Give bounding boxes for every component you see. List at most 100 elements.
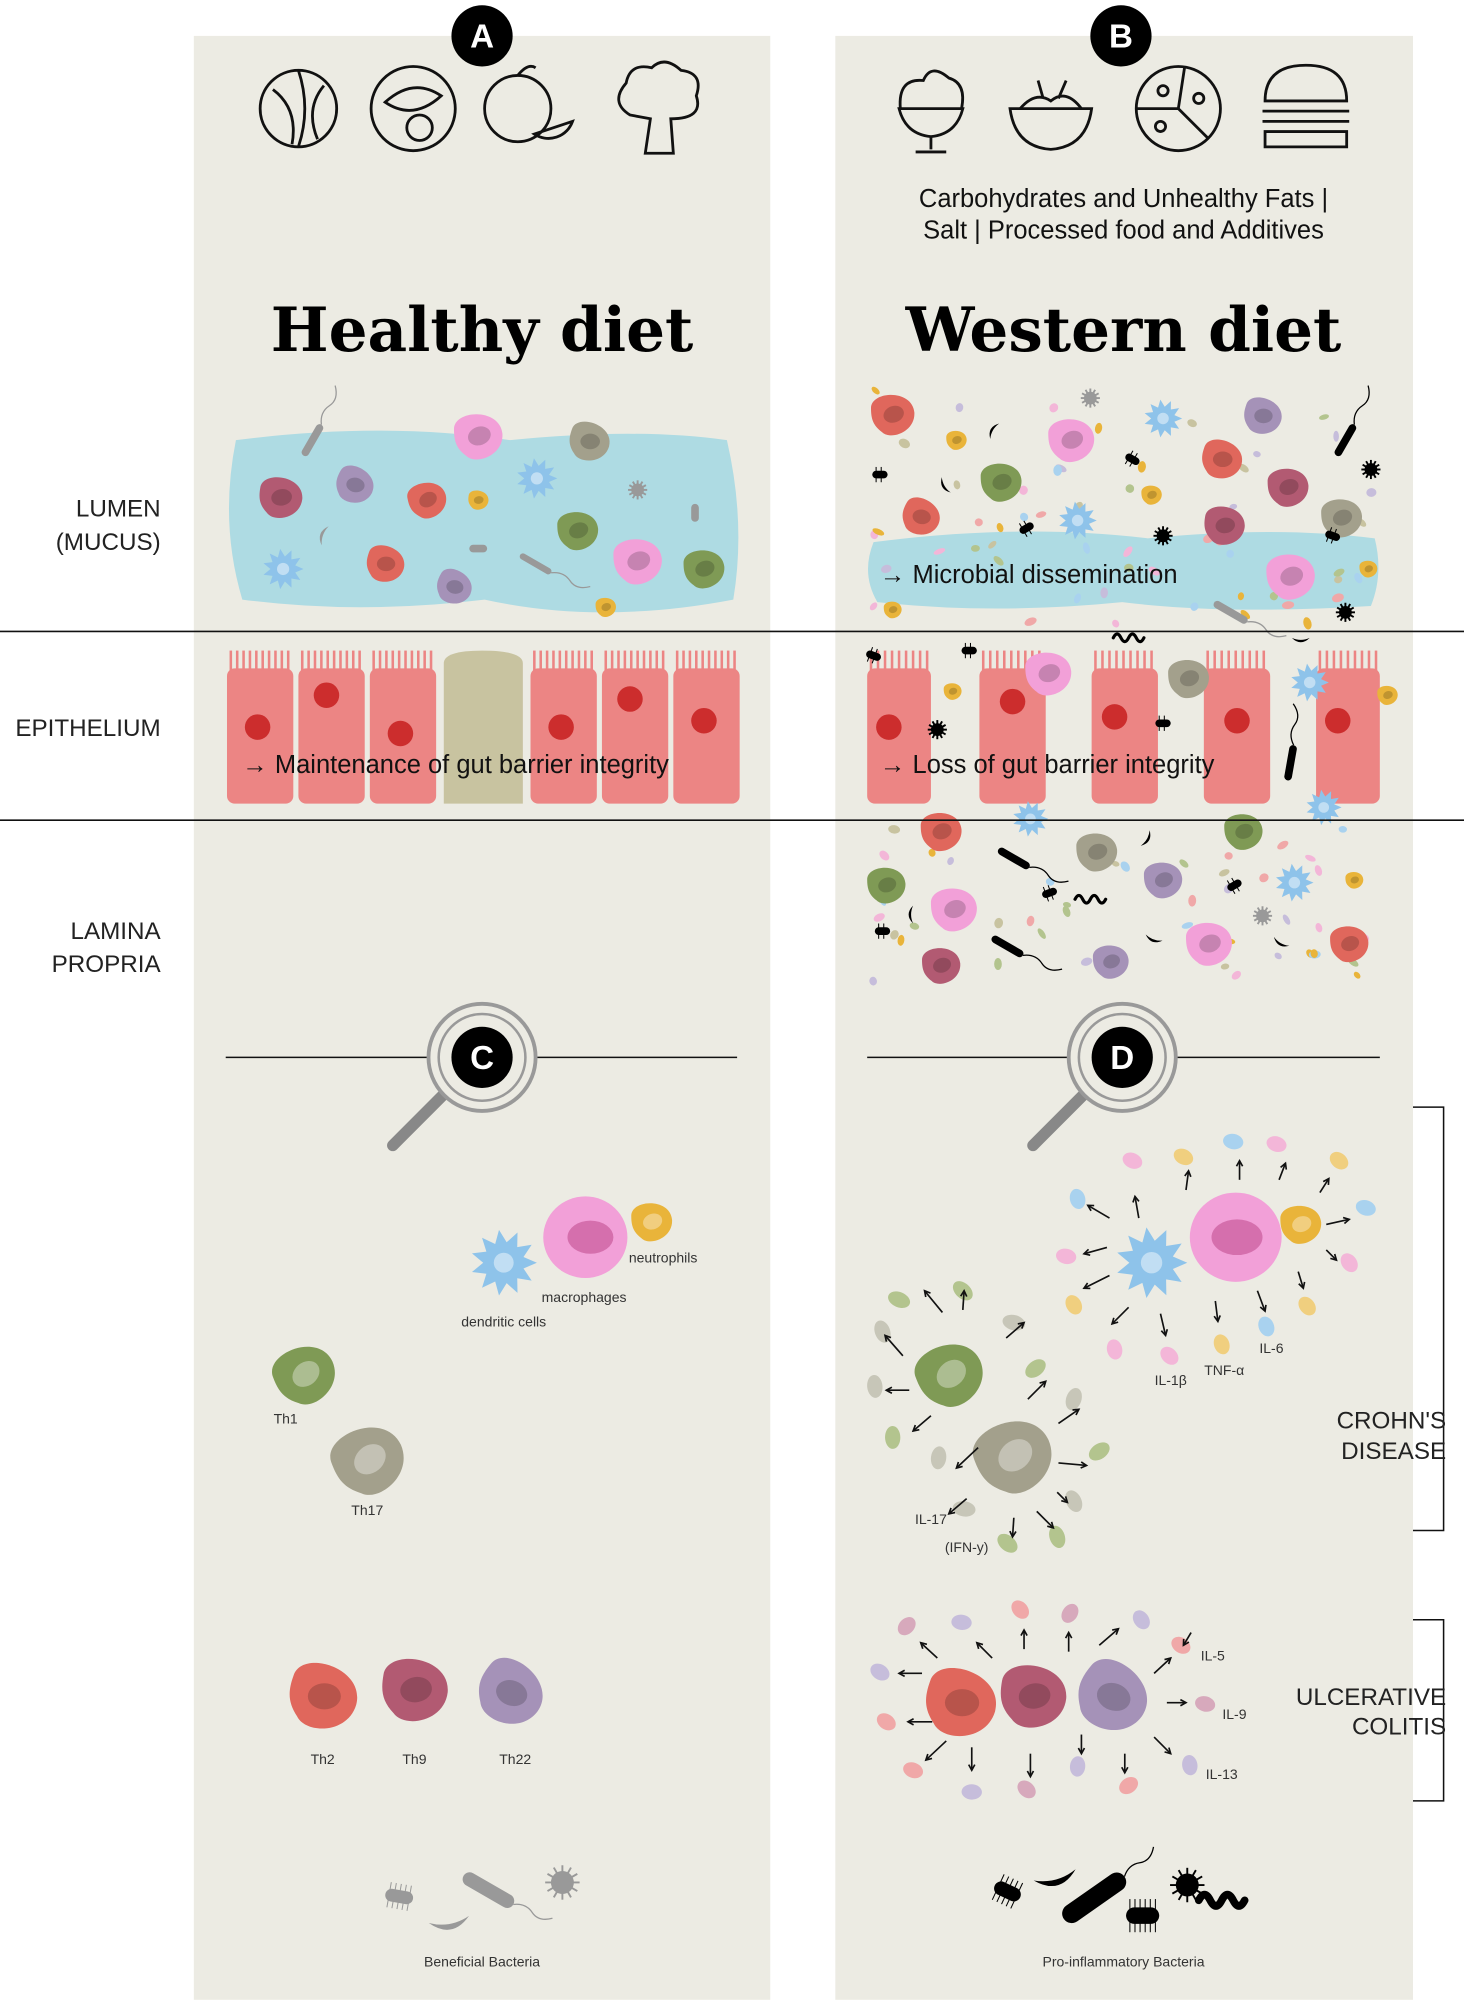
microvillus [714, 650, 717, 671]
virus-body [1083, 391, 1097, 405]
lumen-label: LUMEN [76, 496, 161, 523]
arrow [1087, 1204, 1110, 1219]
plate [369, 65, 457, 153]
cell-nucleus [1038, 664, 1061, 683]
cytokine [1226, 549, 1235, 558]
microvillus [1360, 650, 1364, 671]
microvillus [1094, 650, 1097, 671]
virus-icon [545, 1865, 580, 1900]
lumen-cell [1141, 485, 1162, 505]
cytokine [996, 523, 1004, 533]
cell-nucleus [695, 560, 715, 577]
ciliated-bacterium-icon [1019, 520, 1034, 537]
ciliated-bacterium-icon [1126, 1899, 1160, 1933]
cell-nucleus [292, 1360, 320, 1387]
western-immune-cells [867, 1133, 1376, 1933]
cytokine [1065, 1388, 1082, 1411]
dissemination-note: → Microbial dissemination [880, 561, 1178, 589]
bacterium-body [994, 1881, 1021, 1902]
label-il5: IL-5 [1201, 1648, 1225, 1664]
epithelial-cell [226, 650, 294, 804]
arrow-head [906, 1718, 914, 1726]
microvillus [890, 650, 894, 671]
bacterium-body [1334, 424, 1357, 457]
cell-nucleus [1324, 707, 1351, 734]
label-th2: Th2 [311, 1751, 335, 1767]
arrow-head [1086, 1204, 1095, 1212]
cytokine [1266, 1136, 1287, 1153]
arrow-head [1322, 1177, 1330, 1185]
microvillus [590, 650, 593, 671]
cytokine [1218, 869, 1230, 877]
cytokine [961, 1784, 982, 1800]
microvillus [733, 650, 736, 671]
bacterium-body [1042, 887, 1057, 899]
arrow [1083, 1274, 1110, 1289]
th1-cell [914, 1344, 983, 1407]
bacterium-icon [1334, 385, 1370, 457]
arrow [961, 1290, 965, 1310]
bacterium-body [961, 646, 977, 655]
fish-plate-icon [369, 65, 457, 153]
flagellum [320, 385, 337, 425]
microvillus [682, 650, 685, 671]
magnifier-icon [387, 1088, 450, 1152]
label-th17: Th17 [351, 1502, 383, 1518]
ciliated-bacterium-icon [1155, 715, 1171, 731]
cell-nucleus [548, 714, 574, 740]
virus-icon [1170, 1867, 1205, 1903]
cytokine [1122, 1152, 1143, 1169]
microvillus [726, 650, 730, 671]
cell-nucleus [878, 877, 897, 893]
microvillus [558, 650, 562, 671]
microvillus [385, 650, 388, 671]
cytokine [1069, 1188, 1086, 1210]
cell-nucleus [271, 489, 292, 506]
cell [1377, 685, 1398, 705]
cytokine [1024, 617, 1037, 626]
arrow-head [1213, 1315, 1221, 1324]
bacterium-body [462, 1872, 515, 1908]
microvillus [1325, 650, 1329, 671]
virus-body [1175, 1873, 1199, 1897]
cytokine [1353, 971, 1361, 979]
badge-b-label: B [1109, 18, 1133, 55]
cytokine [1055, 1248, 1077, 1265]
microvillus [313, 650, 317, 671]
cytokine [1011, 1600, 1030, 1619]
cabbage-icon [258, 68, 339, 149]
bacterium-body [469, 544, 488, 553]
lumen-cell [1244, 397, 1282, 434]
dendritic-cell [1013, 801, 1049, 837]
cytokine [1281, 601, 1295, 610]
arrow [925, 1740, 947, 1761]
cytokine [1132, 1610, 1150, 1630]
cytokine [928, 848, 936, 857]
arrow-head [955, 1461, 963, 1470]
microvillus [1367, 650, 1371, 671]
arrow-head [1039, 1380, 1047, 1388]
arrow-head [1164, 1656, 1172, 1665]
cytokine [970, 544, 980, 552]
cytokine [881, 564, 892, 574]
lamina-label: LAMINA [71, 918, 162, 945]
lamina-cell [867, 867, 906, 904]
cell-nucleus [936, 1359, 966, 1388]
microvillus [286, 650, 290, 671]
cell-nucleus [567, 1220, 614, 1254]
bacterium-body [991, 935, 1024, 958]
lumen-cell [569, 421, 610, 461]
lumen-cell [595, 597, 616, 617]
vibrio-bacterium-icon [941, 477, 951, 493]
arrow [1036, 1510, 1054, 1529]
arrow [1159, 1313, 1167, 1336]
cell-nucleus [952, 435, 962, 444]
arrow-head [1061, 1496, 1069, 1504]
cytokine [1331, 593, 1344, 603]
cell-nucleus [1303, 676, 1316, 689]
lumen-cell [453, 414, 503, 460]
microvillus [1206, 650, 1209, 671]
microvillus [911, 650, 915, 671]
spirochete-icon [1194, 1890, 1249, 1910]
cytokine [1223, 1133, 1244, 1150]
